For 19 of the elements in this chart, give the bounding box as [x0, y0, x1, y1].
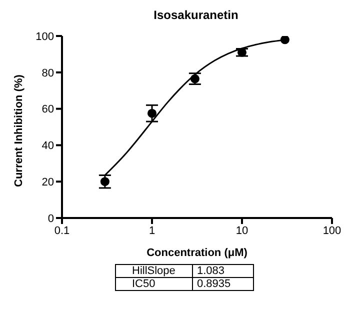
y-tick-label: 20: [42, 176, 54, 189]
y-axis-title: Current Inhibition (%): [12, 74, 25, 187]
y-tick-label: 100: [36, 30, 54, 43]
text: 0.8935: [192, 278, 254, 290]
text: IC50: [116, 278, 192, 290]
chart-title: Isosakuranetin: [152, 8, 240, 22]
x-axis-title: Concentration (μM): [146, 247, 248, 259]
point: [280, 36, 290, 44]
x-tick-label: 10: [236, 224, 248, 237]
x-tick-label: 100: [322, 224, 342, 237]
y-tick-label: 60: [42, 104, 54, 116]
point: [190, 74, 200, 84]
text: HillSlope: [116, 264, 192, 278]
text: 1.083: [192, 264, 254, 278]
y-tick-label: 0: [48, 212, 54, 225]
y-tick-label: 80: [42, 67, 54, 80]
y-tick-label: 40: [42, 140, 54, 152]
x-tick-label: 0.1: [54, 224, 70, 237]
x-tick-label: 1: [148, 224, 156, 237]
